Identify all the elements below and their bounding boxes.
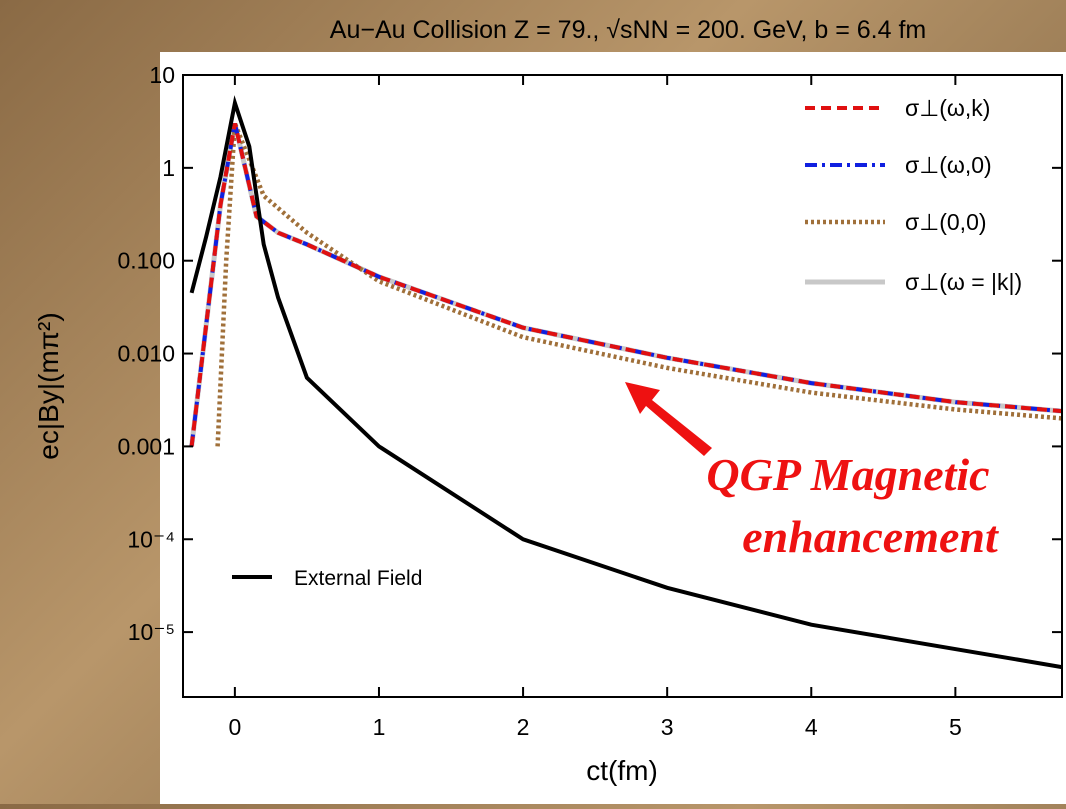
y-tick-label: 1 [162, 155, 175, 181]
y-tick-label: 10 [149, 62, 175, 88]
series-line [215, 122, 1062, 447]
legend-label: σ⊥(0,0) [905, 209, 987, 235]
x-tick-label: 2 [517, 714, 530, 740]
annotation-arrow [625, 382, 712, 456]
x-tick-label: 4 [805, 714, 818, 740]
series-line [189, 123, 1062, 447]
x-tick-label: 3 [661, 714, 674, 740]
y-tick-label: 0.010 [117, 341, 175, 367]
x-tick-label: 5 [949, 714, 962, 740]
chart-title: Au−Au Collision Z = 79., √sNN = 200. GeV… [330, 16, 926, 44]
series-line [189, 95, 1062, 670]
legend-label: σ⊥(ω,0) [905, 152, 992, 178]
annotation: QGP Magnetic [706, 449, 989, 500]
x-tick-label: 0 [228, 714, 241, 740]
y-tick-label: 10⁻⁴ [127, 526, 175, 552]
plot-frame [182, 74, 1063, 698]
legend-label: σ⊥(ω,k) [905, 95, 990, 121]
y-tick-label: 0.001 [117, 433, 175, 459]
legend-label: σ⊥(ω = |k|) [905, 269, 1022, 295]
y-tick-label: 0.100 [117, 248, 175, 274]
y-axis-label: ec|By|(mπ²) [33, 312, 64, 459]
x-axis-label: ct(fm) [586, 755, 658, 786]
x-tick-label: 1 [373, 714, 386, 740]
annotation: enhancement [742, 511, 999, 562]
chart-background [160, 52, 1066, 804]
legend-label: External Field [294, 567, 422, 590]
y-tick-label: 10⁻⁵ [128, 619, 175, 645]
